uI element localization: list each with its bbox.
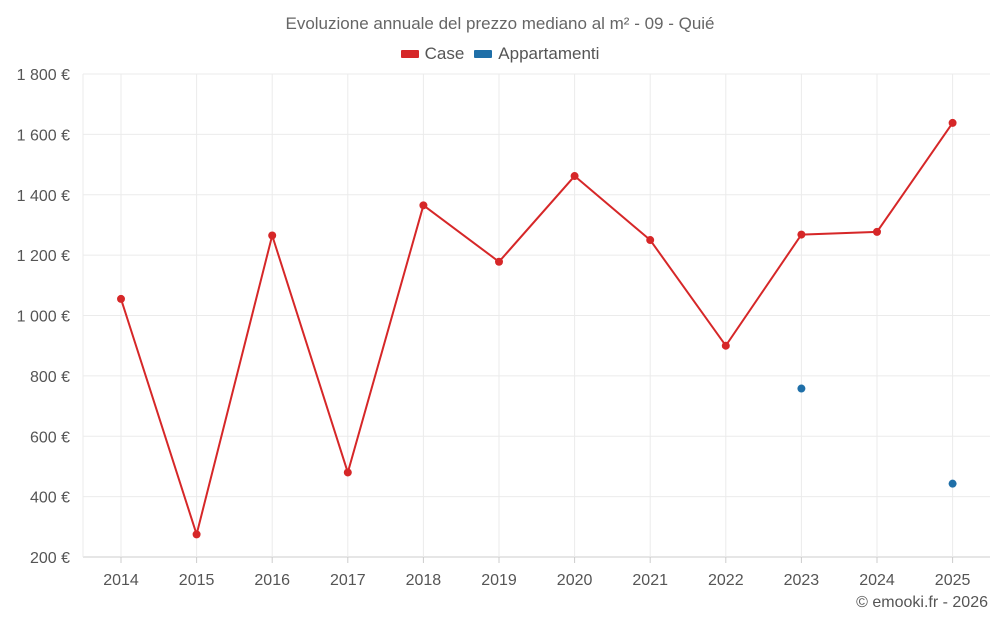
series-appartamenti (797, 384, 957, 488)
data-point (948, 479, 957, 488)
y-tick-label: 1 400 € (17, 188, 70, 205)
y-tick-label: 1 000 € (17, 309, 70, 326)
x-tick-label: 2017 (330, 572, 366, 589)
data-point (570, 172, 579, 181)
series-line (120, 122, 954, 538)
data-point (873, 227, 881, 236)
data-point (948, 118, 957, 127)
legend: Case Appartamenti (0, 44, 1000, 64)
x-tick-label: 2015 (179, 572, 215, 589)
legend-swatch-case (400, 50, 419, 58)
data-point (117, 294, 125, 303)
y-tick-label: 200 € (30, 550, 70, 567)
y-tick-label: 1 200 € (17, 248, 70, 265)
x-tick-label: 2019 (481, 572, 517, 589)
legend-label-appartamenti: Appartamenti (498, 44, 600, 63)
y-tick-label: 800 € (30, 369, 70, 386)
data-point (797, 384, 806, 393)
series (117, 118, 957, 539)
grid (82, 73, 990, 558)
y-tick-label: 400 € (30, 490, 70, 507)
x-tick-label: 2020 (557, 572, 593, 589)
legend-swatch-appartamenti (474, 50, 493, 58)
data-point (343, 468, 352, 477)
y-tick-label: 600 € (30, 429, 70, 446)
x-tick-label: 2021 (632, 572, 668, 589)
x-tick-label: 2014 (103, 572, 139, 589)
data-point (797, 230, 806, 239)
x-tick-label: 2016 (254, 572, 290, 589)
x-tick-label: 2023 (784, 572, 820, 589)
legend-item-appartamenti[interactable]: Appartamenti (474, 44, 599, 64)
x-tick-label: 2022 (708, 572, 744, 589)
data-point (268, 231, 277, 240)
data-point (495, 257, 503, 266)
series-case (117, 118, 957, 539)
data-point (646, 236, 655, 245)
y-tick-label: 1 800 € (17, 67, 70, 84)
axes: 200 € 400 € 600 € 800 € 1 000 € 1 200 € 1 400 … (17, 67, 971, 589)
chart-title: Evoluzione annuale del prezzo mediano al… (285, 14, 715, 33)
x-tick-label: 2018 (406, 572, 442, 589)
data-point (721, 341, 730, 350)
x-tick-label: 2024 (859, 572, 895, 589)
credit: © emooki.fr - 2026 (856, 594, 988, 611)
x-tick-label: 2025 (935, 572, 971, 589)
data-point (192, 530, 201, 539)
legend-item-case[interactable]: Case (400, 44, 465, 64)
y-tick-label: 1 600 € (17, 127, 70, 144)
legend-label-case: Case (424, 44, 465, 63)
data-point (419, 201, 428, 210)
